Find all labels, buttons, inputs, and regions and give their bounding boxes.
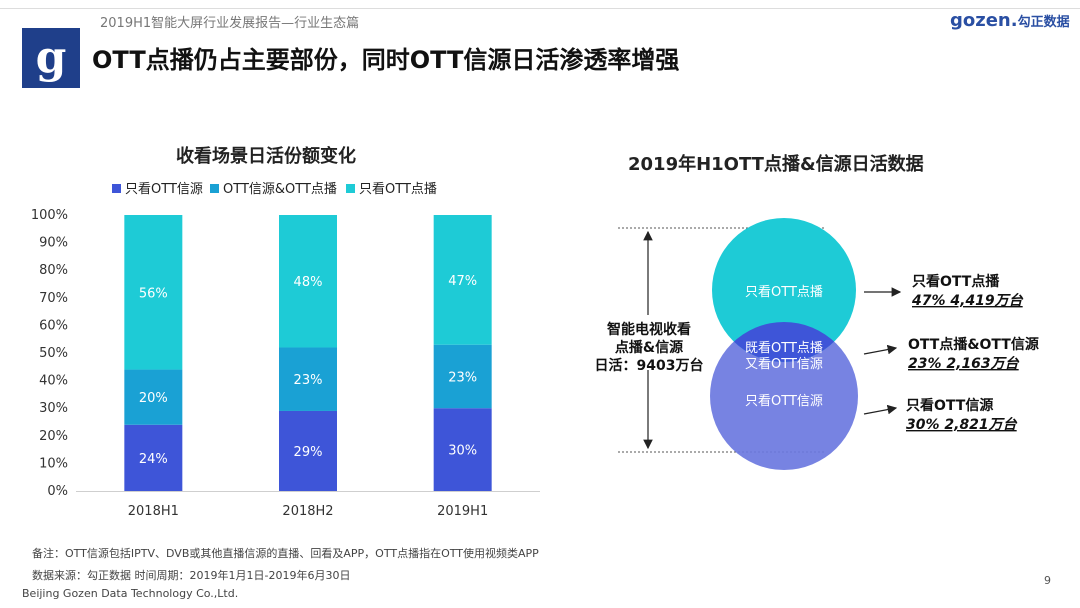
bar-segment xyxy=(279,347,337,411)
legend-swatch xyxy=(346,184,355,193)
company-name: Beijing Gozen Data Technology Co.,Ltd. xyxy=(22,587,239,600)
total-label-line-1: 智能电视收看 xyxy=(606,321,691,338)
bar-segment xyxy=(124,215,183,370)
stacked-bar-chart: 0% 10% 20% 30% 40% 50% 60% 70% 80% 90% 100% 24% 20% 5… xyxy=(31,208,540,519)
y-tick-label: 40% xyxy=(39,374,68,389)
y-tick-label: 70% xyxy=(39,291,68,306)
brand-logo: gozen.勾正数据 xyxy=(950,10,1070,31)
total-label-line-3: 日活：9403万台 xyxy=(595,357,704,374)
y-tick-label: 60% xyxy=(39,318,68,333)
data-label: 47% xyxy=(448,274,477,289)
overlap-label-line-2: 又看OTT信源 xyxy=(745,356,823,372)
callout-name-2: OTT点播&OTT信源 xyxy=(908,336,1039,353)
overlap-label-line-1: 既看OTT点播 xyxy=(745,340,823,356)
report-subtitle: 2019H1智能大屏行业发展报告—行业生态篇 xyxy=(100,16,360,31)
bar-segment xyxy=(433,408,492,491)
callout-value-2: 23% 2,163万台 xyxy=(908,355,1020,372)
bar-segment xyxy=(279,215,337,348)
chart-title: 收看场景日活份额变化 xyxy=(176,146,356,167)
legend-swatch xyxy=(210,184,219,193)
bar-segment xyxy=(124,369,183,425)
gozen-g-icon: g xyxy=(22,28,80,88)
legend-item-both: OTT信源&OTT点播 xyxy=(210,178,337,197)
bar-segment xyxy=(279,410,337,491)
callout-arrow-3 xyxy=(863,404,898,415)
y-tick-label: 90% xyxy=(39,236,68,251)
y-tick-label: 30% xyxy=(39,401,68,416)
callout-name-1: 只看OTT点播 xyxy=(912,273,1000,290)
data-label: 29% xyxy=(294,445,323,460)
bottom-circle-label: 只看OTT信源 xyxy=(745,393,823,409)
page-number: 9 xyxy=(1044,574,1051,587)
bar-segment xyxy=(124,424,183,491)
y-tick-label: 0% xyxy=(47,484,68,499)
bar-segment xyxy=(433,215,492,345)
y-tick-label: 20% xyxy=(39,429,68,444)
legend-label: 只看OTT点播 xyxy=(359,182,437,197)
callout-arrow-2 xyxy=(863,344,898,355)
y-tick-label: 100% xyxy=(31,208,68,223)
callout-name-3: 只看OTT信源 xyxy=(906,397,993,414)
bar-segment xyxy=(433,344,492,409)
brand-name-cn: 勾正数据 xyxy=(1017,15,1070,30)
venn-title: 2019年H1OTT点播&信源日活数据 xyxy=(628,154,924,175)
total-label-line-2: 点播&信源 xyxy=(615,339,683,356)
legend-label: OTT信源&OTT点播 xyxy=(223,182,337,197)
legend-swatch xyxy=(112,184,121,193)
circle-only-ott-vod xyxy=(712,218,856,362)
x-tick-label: 2018H2 xyxy=(282,504,333,519)
data-label: 56% xyxy=(139,286,168,301)
legend-item-only-source: 只看OTT信源 xyxy=(112,178,203,197)
data-label: 20% xyxy=(139,391,168,406)
callout-value-1: 47% 4,419万台 xyxy=(911,292,1024,309)
footnote: 备注：OTT信源包括IPTV、DVB或其他直播信源的直播、回看及APP，OTT点… xyxy=(32,547,539,560)
y-tick-label: 50% xyxy=(39,346,68,361)
page-title: OTT点播仍占主要部份，同时OTT信源日活渗透率增强 xyxy=(92,46,680,74)
data-label: 48% xyxy=(294,275,323,290)
data-label: 24% xyxy=(139,452,168,467)
y-tick-label: 10% xyxy=(39,456,68,471)
legend-item-only-vod: 只看OTT点播 xyxy=(346,178,437,197)
top-circle-label: 只看OTT点播 xyxy=(745,284,823,300)
data-source: 数据来源：勾正数据 时间周期：2019年1月1日-2019年6月30日 xyxy=(32,569,351,582)
legend-label: 只看OTT信源 xyxy=(125,182,203,197)
data-label: 23% xyxy=(448,370,477,385)
y-tick-label: 80% xyxy=(39,263,68,278)
x-tick-label: 2018H1 xyxy=(128,504,179,519)
callout-value-3: 30% 2,821万台 xyxy=(906,416,1018,433)
data-label: 23% xyxy=(294,373,323,388)
venn-diagram: 智能电视收看 点播&信源 日活：9403万台 只看OTT点播 既看OTT点播 又… xyxy=(595,218,1039,470)
data-label: 30% xyxy=(448,444,477,459)
x-tick-label: 2019H1 xyxy=(437,504,488,519)
header-divider xyxy=(0,8,1080,9)
brand-name-en: gozen. xyxy=(950,10,1018,31)
circle-only-ott-source xyxy=(710,322,858,470)
